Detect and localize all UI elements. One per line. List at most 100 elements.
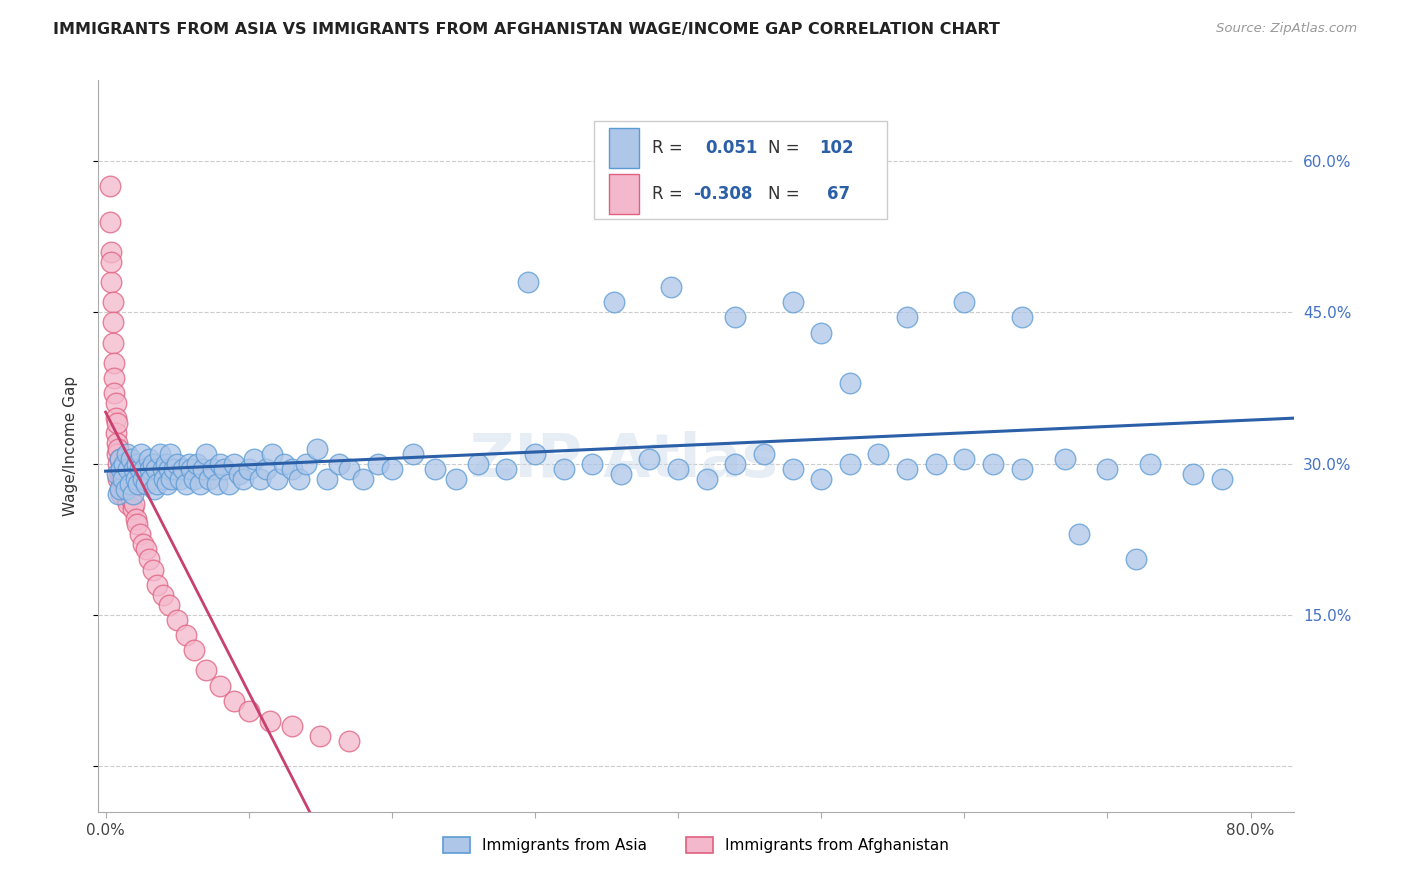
Point — [782, 295, 804, 310]
Point — [981, 457, 1004, 471]
Point — [1125, 552, 1147, 566]
Point — [218, 476, 240, 491]
Point — [110, 472, 132, 486]
Point — [259, 714, 281, 728]
Point — [724, 310, 747, 325]
Point — [243, 451, 266, 466]
Point — [381, 461, 404, 475]
Point — [367, 457, 389, 471]
Point — [194, 664, 217, 678]
Point — [146, 476, 169, 491]
Point — [160, 472, 183, 486]
Point — [610, 467, 633, 481]
Point — [101, 315, 124, 329]
Point — [135, 542, 157, 557]
Point — [141, 472, 163, 486]
Point — [101, 295, 124, 310]
Point — [134, 461, 156, 475]
Point — [112, 482, 135, 496]
Point — [135, 476, 157, 491]
Point — [316, 472, 339, 486]
Point — [166, 457, 188, 471]
Point — [117, 482, 139, 496]
Point — [155, 457, 177, 471]
Point — [1053, 451, 1076, 466]
Point — [138, 552, 160, 566]
Point — [131, 446, 153, 460]
Text: R =: R = — [652, 139, 682, 157]
Point — [782, 461, 804, 475]
Point — [209, 679, 232, 693]
Point — [110, 461, 132, 475]
Point — [105, 467, 128, 481]
Point — [163, 461, 186, 475]
Point — [224, 457, 246, 471]
Point — [280, 719, 302, 733]
Point — [120, 491, 142, 506]
Text: N =: N = — [768, 139, 799, 157]
Text: 102: 102 — [820, 139, 853, 157]
Point — [696, 472, 718, 486]
Point — [174, 628, 197, 642]
Point — [138, 451, 160, 466]
Point — [132, 472, 155, 486]
Point — [152, 461, 174, 475]
Point — [810, 472, 832, 486]
Point — [516, 275, 538, 289]
Point — [896, 461, 918, 475]
Text: N =: N = — [768, 185, 799, 202]
Point — [103, 371, 125, 385]
FancyBboxPatch shape — [609, 174, 638, 214]
Point — [659, 280, 682, 294]
Point — [118, 487, 141, 501]
Point — [328, 457, 350, 471]
Point — [309, 729, 332, 743]
Point — [128, 476, 150, 491]
Point — [153, 472, 176, 486]
Point — [107, 457, 129, 471]
Point — [107, 472, 129, 486]
Point — [159, 446, 181, 460]
Point — [238, 704, 260, 718]
Text: 0.051: 0.051 — [706, 139, 758, 157]
Point — [280, 461, 302, 475]
Point — [402, 446, 425, 460]
Point — [724, 457, 747, 471]
Point — [1097, 461, 1119, 475]
Point — [444, 472, 467, 486]
Point — [100, 244, 122, 259]
Point — [115, 446, 138, 460]
Point — [868, 446, 890, 460]
Point — [288, 472, 311, 486]
Point — [260, 446, 283, 460]
Point — [104, 411, 127, 425]
Point — [467, 457, 489, 471]
Point — [183, 643, 205, 657]
Point — [177, 457, 200, 471]
Point — [423, 461, 446, 475]
Point — [232, 472, 254, 486]
FancyBboxPatch shape — [595, 120, 887, 219]
FancyBboxPatch shape — [609, 128, 638, 169]
Point — [129, 527, 152, 541]
Point — [810, 326, 832, 340]
Point — [337, 734, 360, 748]
Point — [205, 476, 228, 491]
Point — [266, 472, 288, 486]
Point — [143, 482, 166, 496]
Point — [254, 461, 277, 475]
Point — [352, 472, 374, 486]
Point — [114, 482, 136, 496]
Text: Source: ZipAtlas.com: Source: ZipAtlas.com — [1216, 22, 1357, 36]
Point — [925, 457, 948, 471]
Point — [191, 461, 214, 475]
Point — [156, 476, 179, 491]
Point — [169, 472, 191, 486]
Point — [104, 426, 127, 441]
Point — [125, 457, 148, 471]
Point — [101, 335, 124, 350]
Point — [120, 451, 142, 466]
Point — [118, 476, 141, 491]
Legend: Immigrants from Asia, Immigrants from Afghanistan: Immigrants from Asia, Immigrants from Af… — [437, 830, 955, 859]
Point — [523, 446, 546, 460]
